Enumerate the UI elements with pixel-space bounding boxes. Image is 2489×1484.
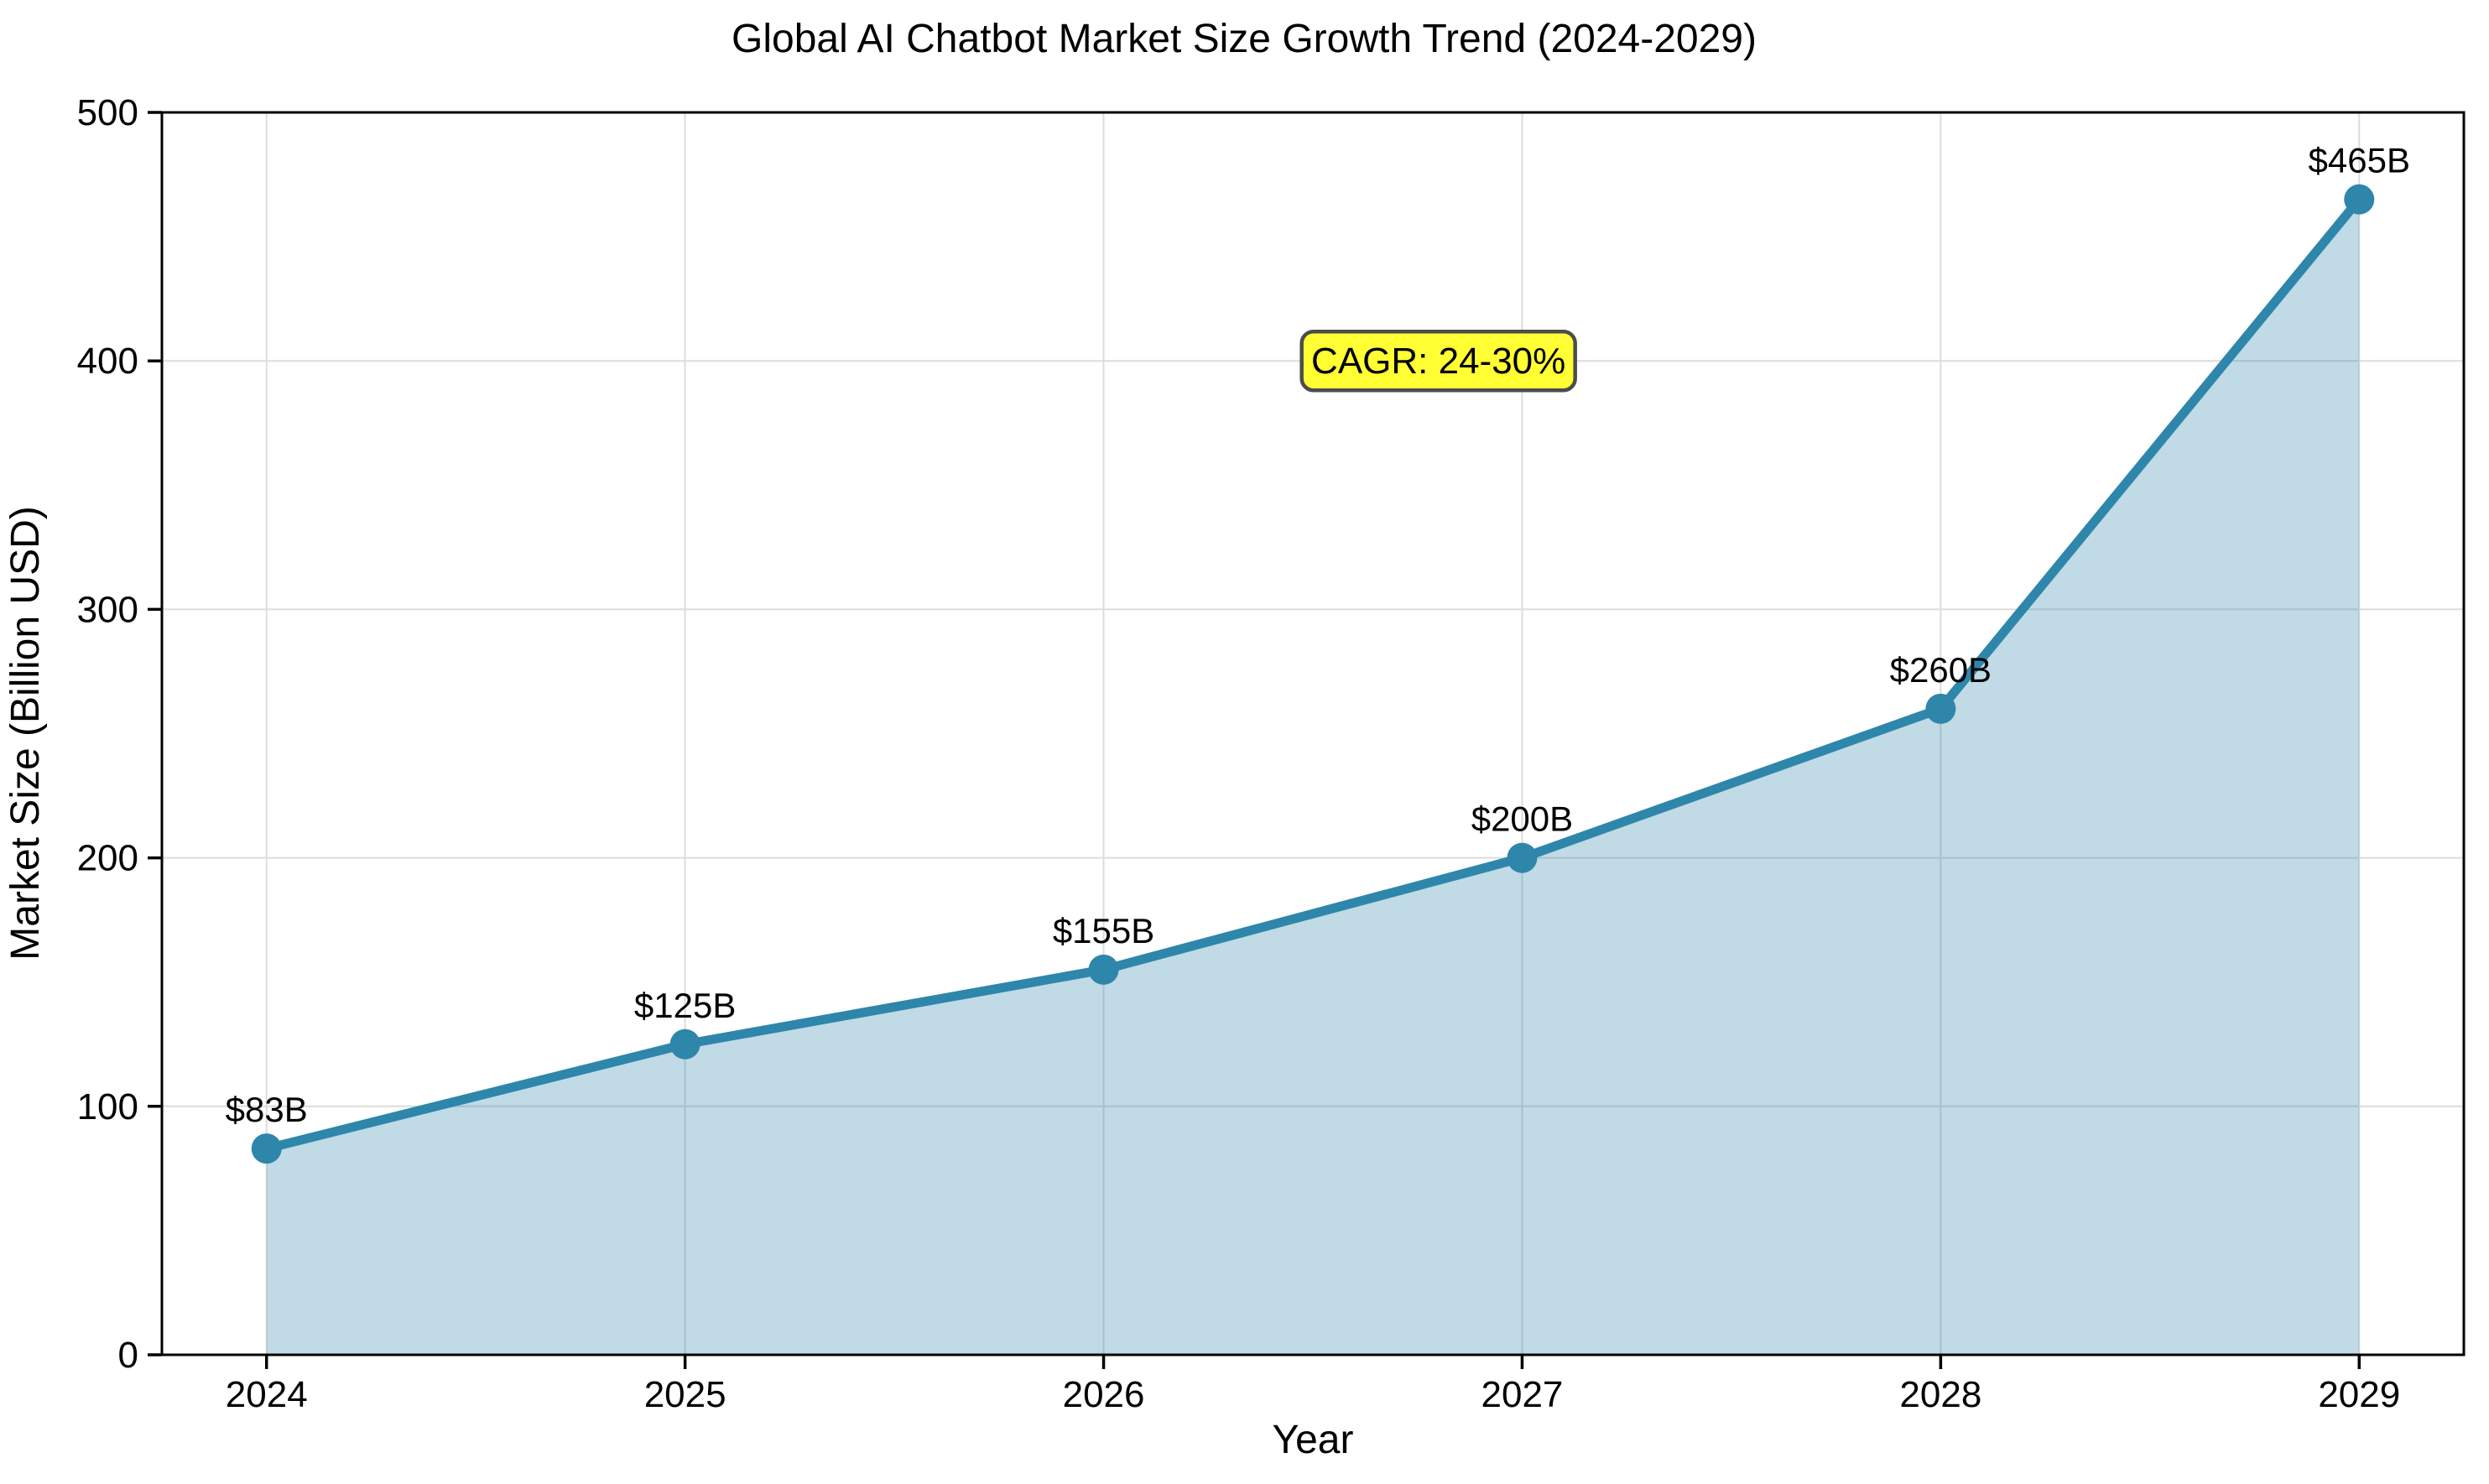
y-tick-label-400: 400 (77, 341, 138, 382)
x-tick-label-2027: 2027 (1481, 1374, 1564, 1415)
point-label-2029: $465B (2309, 141, 2410, 180)
data-point-2027 (1507, 842, 1538, 873)
series-line (262, 195, 2364, 1153)
y-tick-label-300: 300 (77, 589, 138, 630)
y-axis-label: Market Size (Billion USD) (3, 506, 48, 960)
point-label-2026: $155B (1053, 911, 1154, 950)
data-point-2028 (1925, 693, 1956, 724)
x-tick-label-2025: 2025 (644, 1374, 726, 1415)
point-label-2024: $83B (226, 1090, 308, 1129)
annotation-box (1299, 329, 1577, 393)
data-point-2024 (251, 1133, 282, 1164)
data-point-2026 (1088, 954, 1119, 985)
data-point-2025 (669, 1028, 700, 1060)
area-fill (266, 199, 2360, 1355)
x-tick-label-2026: 2026 (1063, 1374, 1145, 1415)
y-tick-label-200: 200 (77, 838, 138, 879)
x-tick-label-2028: 2028 (1899, 1374, 1981, 1415)
point-label-2028: $260B (1890, 650, 1992, 690)
y-tick-label-500: 500 (77, 92, 138, 133)
plot-border (160, 111, 2466, 1356)
axis-ticks (148, 111, 2361, 1369)
point-label-2025: $125B (634, 986, 736, 1025)
x-tick-label-2024: 2024 (226, 1374, 308, 1415)
y-tick-label-0: 0 (118, 1335, 138, 1376)
x-axis-label: Year (1273, 1418, 1354, 1462)
annotation-text: CAGR: 24-30% (1311, 341, 1565, 382)
point-label-2027: $200B (1471, 799, 1573, 839)
plot-area: $83B $125B $155B $200B $260B $465B 2024 2025 202… (77, 92, 2466, 1415)
data-point-2029 (2344, 184, 2375, 215)
chart-title: Global AI Chatbot Market Size Growth Tre… (732, 17, 1757, 61)
y-tick-label-100: 100 (77, 1086, 138, 1127)
x-tick-label-2029: 2029 (2318, 1374, 2400, 1415)
